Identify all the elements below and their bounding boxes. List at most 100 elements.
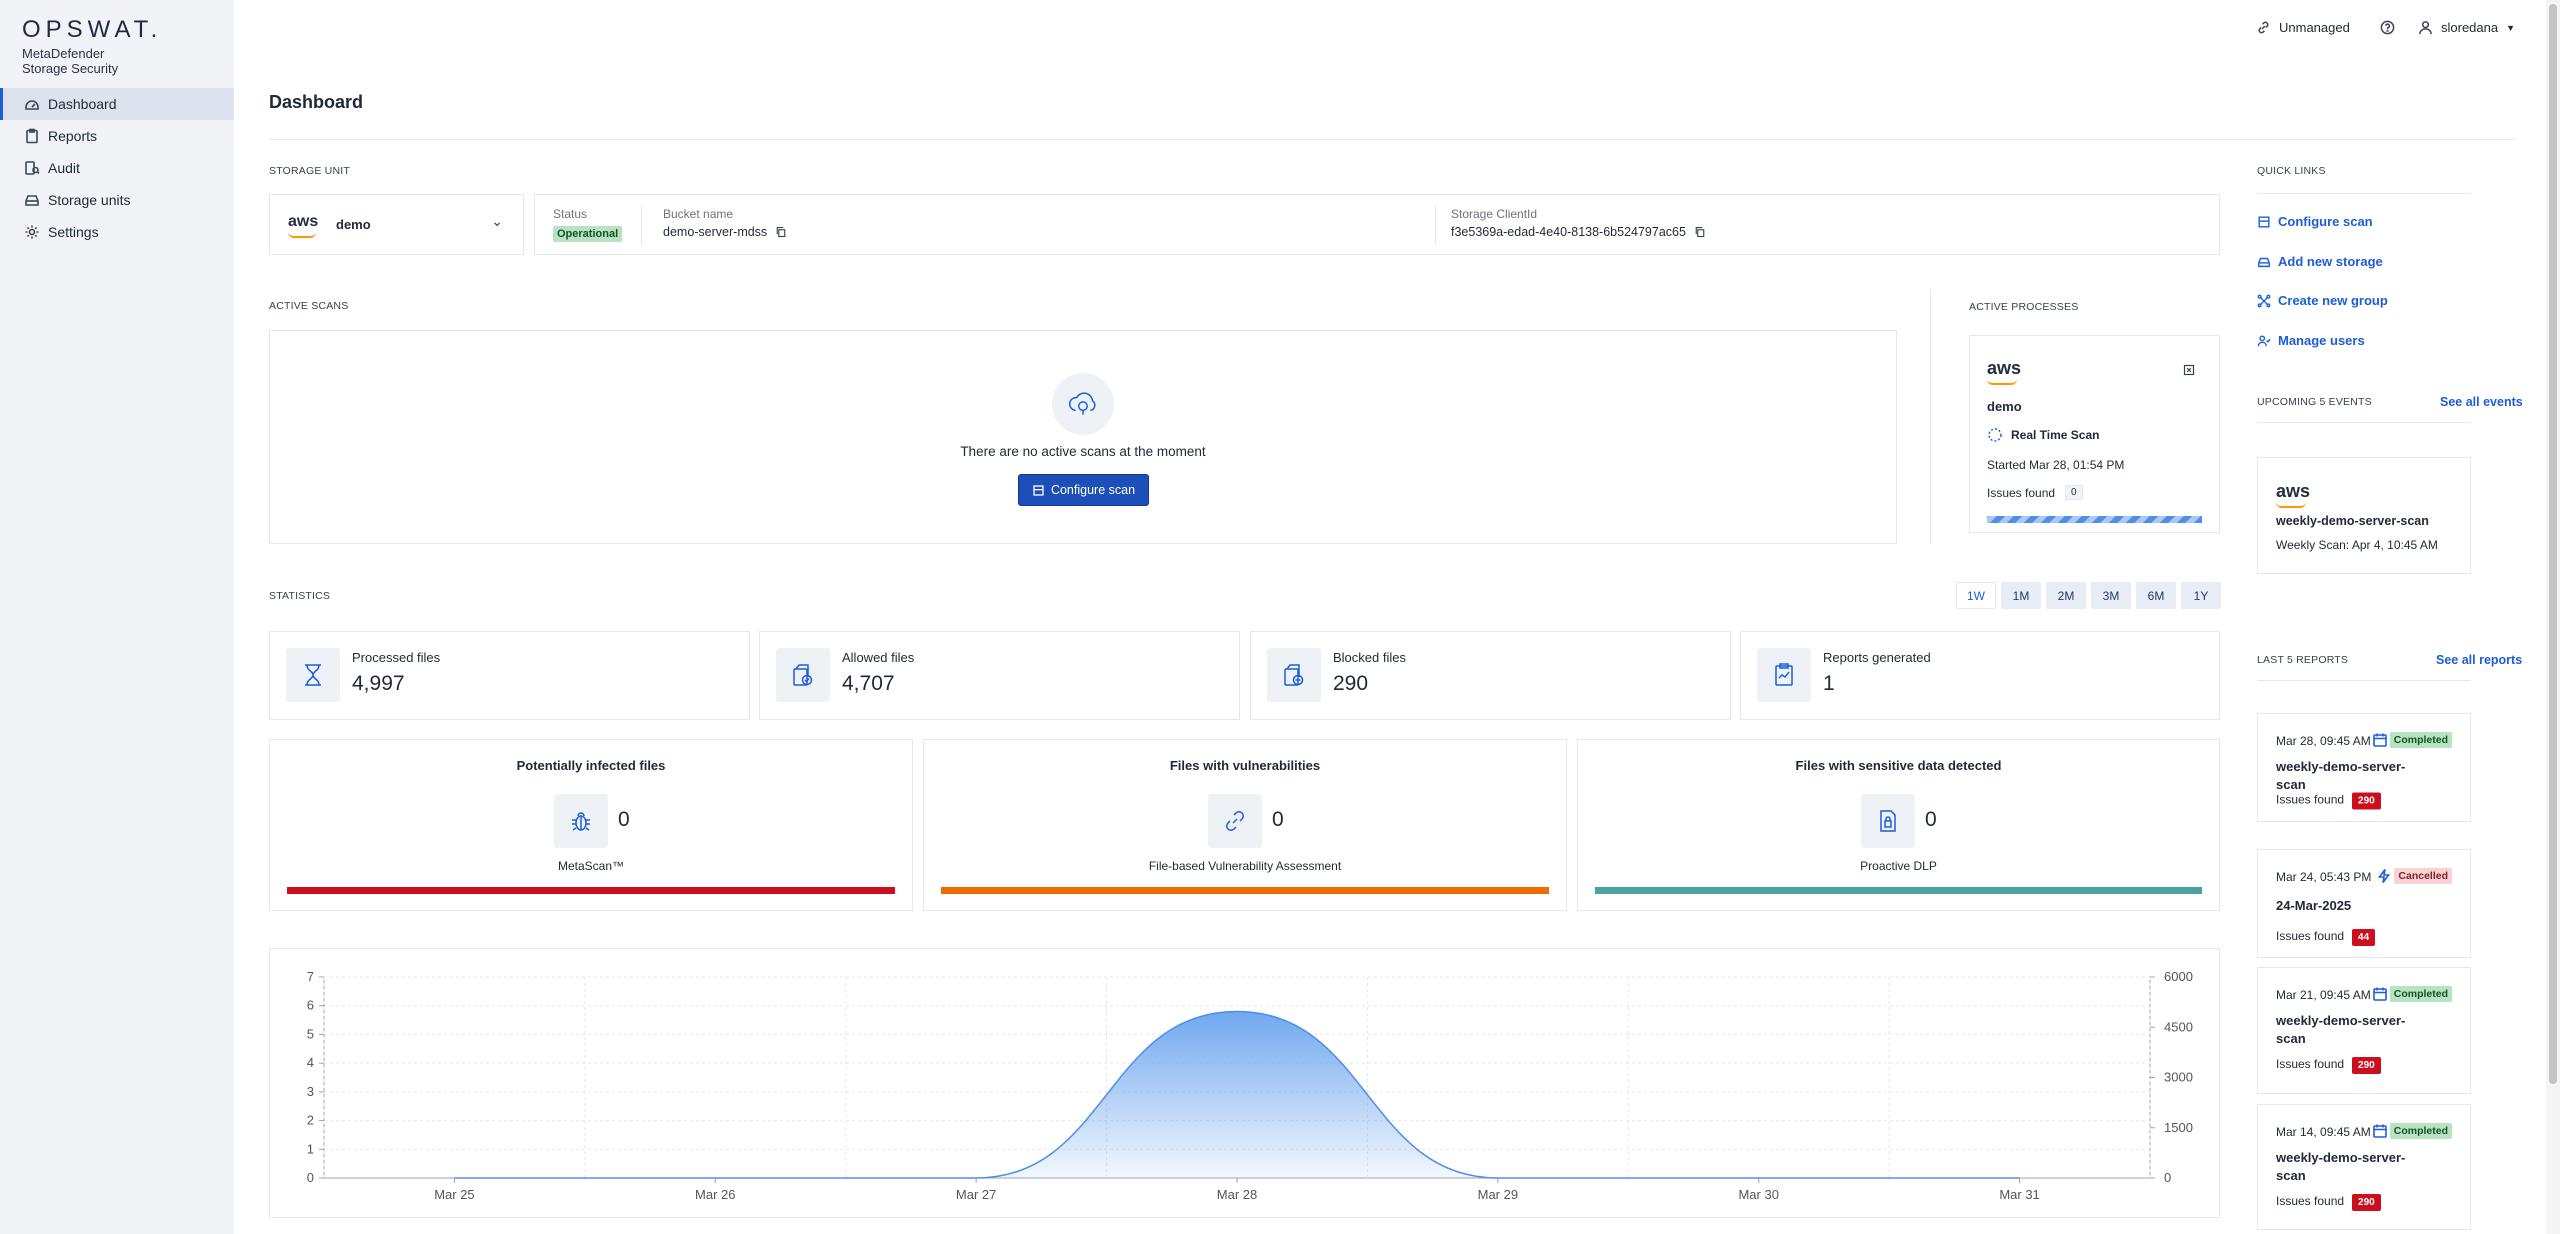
active-scans-panel: There are no active scans at the moment … (269, 330, 1897, 544)
client-id-label: Storage ClientId (1451, 207, 1538, 221)
threat-bar (1595, 887, 2202, 894)
help-button[interactable] (2380, 20, 2395, 35)
storage-unit-select[interactable]: aws demo ⌄ (269, 194, 524, 255)
page-scrollbar[interactable] (2546, 0, 2560, 1234)
allowed-files-icon (776, 648, 830, 702)
status-badge: Completed (2389, 986, 2452, 1002)
threat-card-vulnerabilities: Files with vulnerabilities 0 File-based … (923, 739, 1567, 911)
report-card[interactable]: Mar 21, 09:45 AM Completed weekly-demo-s… (2257, 967, 2471, 1094)
stop-icon[interactable] (2183, 364, 2195, 376)
bucket-field: Bucket name demo-server-mdss (663, 207, 787, 239)
report-card[interactable]: Mar 28, 09:45 AM Completed weekly-demo-s… (2257, 713, 2471, 822)
chevron-down-icon: ⌄ (491, 213, 503, 229)
x-tick-label: Mar 26 (695, 1187, 735, 1202)
copy-icon[interactable] (775, 226, 787, 238)
y-tick-label-right: 3000 (2164, 1070, 2193, 1085)
y-tick-label-left: 1 (307, 1141, 314, 1156)
period-1w[interactable]: 1W (1956, 582, 1996, 609)
event-card[interactable]: aws weekly-demo-server-scan Weekly Scan:… (2257, 457, 2471, 574)
document-lock-icon (1861, 794, 1915, 848)
bucket-label: Bucket name (663, 207, 734, 221)
stat-label: Allowed files (842, 650, 915, 665)
period-3m[interactable]: 3M (2091, 582, 2131, 609)
issues-count-badge: 0 (2065, 485, 2083, 500)
report-name: weekly-demo-server-scan (2276, 1150, 2406, 1183)
configure-scan-button[interactable]: Configure scan (1018, 474, 1149, 506)
clipboard-icon (26, 128, 38, 144)
reports-generated-icon (1757, 648, 1811, 702)
divider (2257, 422, 2471, 423)
aws-logo: aws (1987, 358, 2022, 378)
issues-badge: 290 (2352, 792, 2381, 810)
no-active-scans-text: There are no active scans at the moment (960, 444, 1206, 459)
active-process-card: aws demo Real Time Scan Started Mar 28, … (1969, 335, 2220, 533)
stat-value: 4,997 (352, 672, 405, 695)
status-badge: Completed (2389, 1123, 2452, 1139)
sidebar-item-dashboard[interactable]: Dashboard (0, 88, 234, 120)
storage-unit-value: demo (336, 217, 371, 232)
threat-title: Files with sensitive data detected (1795, 758, 2002, 773)
issues-label: Issues found (2276, 1057, 2345, 1071)
quick-link-add-storage[interactable]: Add new storage (2257, 254, 2383, 269)
gear-icon (25, 225, 39, 239)
y-tick-label-right: 1500 (2164, 1120, 2193, 1135)
issues-label: Issues found (2276, 1194, 2345, 1208)
help-icon (2380, 20, 2395, 35)
threat-bar (287, 887, 895, 894)
unmanaged-indicator[interactable]: Unmanaged (2256, 20, 2350, 35)
report-card[interactable]: Mar 14, 09:45 AM Completed weekly-demo-s… (2257, 1104, 2471, 1230)
statistics-label: STATISTICS (269, 590, 331, 602)
user-menu[interactable]: sloredana ▼ (2418, 20, 2515, 35)
period-1y[interactable]: 1Y (2181, 582, 2221, 609)
active-processes-label: ACTIVE PROCESSES (1969, 301, 2079, 313)
y-tick-label-right: 0 (2164, 1170, 2171, 1185)
sidebar-item-storage-units[interactable]: Storage units (0, 184, 234, 216)
stat-value: 4,707 (842, 672, 895, 695)
quick-link-create-group[interactable]: Create new group (2257, 293, 2388, 308)
sidebar-item-reports[interactable]: Reports (0, 120, 234, 152)
period-1m[interactable]: 1M (2001, 582, 2041, 609)
x-tick-label: Mar 31 (1999, 1187, 2039, 1202)
period-6m[interactable]: 6M (2136, 582, 2176, 609)
period-2m[interactable]: 2M (2046, 582, 2086, 609)
scan-type-label: Real Time Scan (2011, 428, 2100, 442)
sidebar-item-label: Settings (48, 224, 99, 240)
sidebar-item-settings[interactable]: Settings (0, 216, 234, 248)
client-id-field: Storage ClientId f3e5369a-edad-4e40-8138… (1451, 207, 1706, 239)
see-all-reports-link[interactable]: See all reports (2436, 653, 2523, 667)
stat-card-blocked: Blocked files 290 (1250, 631, 1731, 720)
lightning-icon (2376, 868, 2392, 884)
calendar-icon (2372, 732, 2388, 748)
username: sloredana (2441, 20, 2499, 35)
report-name: 24-Mar-2025 (2276, 898, 2352, 913)
process-name: demo (1987, 399, 2022, 414)
aws-logo: aws (288, 213, 319, 230)
stat-value: 290 (1333, 672, 1369, 695)
status-label: Status (553, 207, 588, 221)
sidebar-nav: Dashboard Reports Audit Storage units Se… (0, 88, 234, 248)
sidebar-item-audit[interactable]: Audit (0, 152, 234, 184)
quick-link-configure-scan[interactable]: Configure scan (2257, 214, 2373, 229)
copy-icon[interactable] (1694, 226, 1706, 238)
stat-label: Blocked files (1333, 650, 1406, 665)
scan-type: Real Time Scan (1987, 427, 2100, 443)
report-issues: Issues found 290 (2276, 1194, 2381, 1211)
report-name: weekly-demo-server-scan (2276, 1013, 2406, 1046)
see-all-events-link[interactable]: See all events (2440, 395, 2523, 409)
audit-icon (25, 161, 40, 175)
x-tick-label: Mar 28 (1217, 1187, 1257, 1202)
sidebar-item-label: Reports (48, 128, 98, 144)
logo: OPSWAT. MetaDefender Storage Security (22, 16, 222, 76)
link-icon (2258, 21, 2269, 34)
quick-link-manage-users[interactable]: Manage users (2257, 333, 2365, 348)
report-card[interactable]: Mar 24, 05:43 PM Cancelled 24-Mar-2025 I… (2257, 849, 2471, 958)
group-icon (2257, 294, 2271, 307)
threat-title: Potentially infected files (516, 758, 666, 773)
x-tick-label: Mar 25 (434, 1187, 474, 1202)
unmanaged-label: Unmanaged (2279, 20, 2350, 35)
report-name: weekly-demo-server-scan (2276, 759, 2406, 792)
calendar-icon (2372, 1123, 2388, 1139)
aws-smile-icon (1987, 379, 2017, 385)
aws-smile-icon (288, 232, 316, 238)
scrollbar-thumb[interactable] (2549, 4, 2557, 1084)
